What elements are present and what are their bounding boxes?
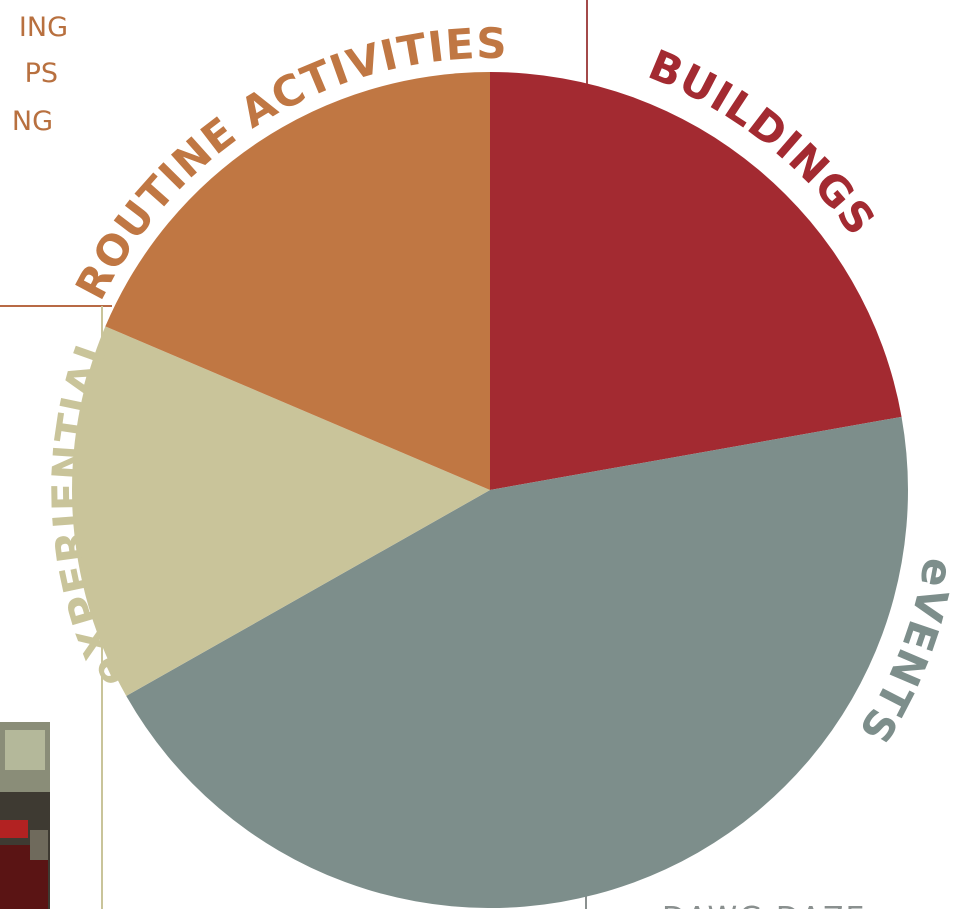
photo	[0, 722, 50, 909]
side-text: NG	[12, 106, 53, 137]
pie-slice	[105, 72, 491, 490]
footer-text: DAWG DAZE	[662, 901, 867, 909]
pie-slice	[71, 326, 490, 696]
pie-slice	[126, 416, 909, 909]
side-text: ING	[19, 12, 68, 43]
side-text: PS	[25, 58, 58, 89]
pie-slice	[490, 72, 902, 490]
